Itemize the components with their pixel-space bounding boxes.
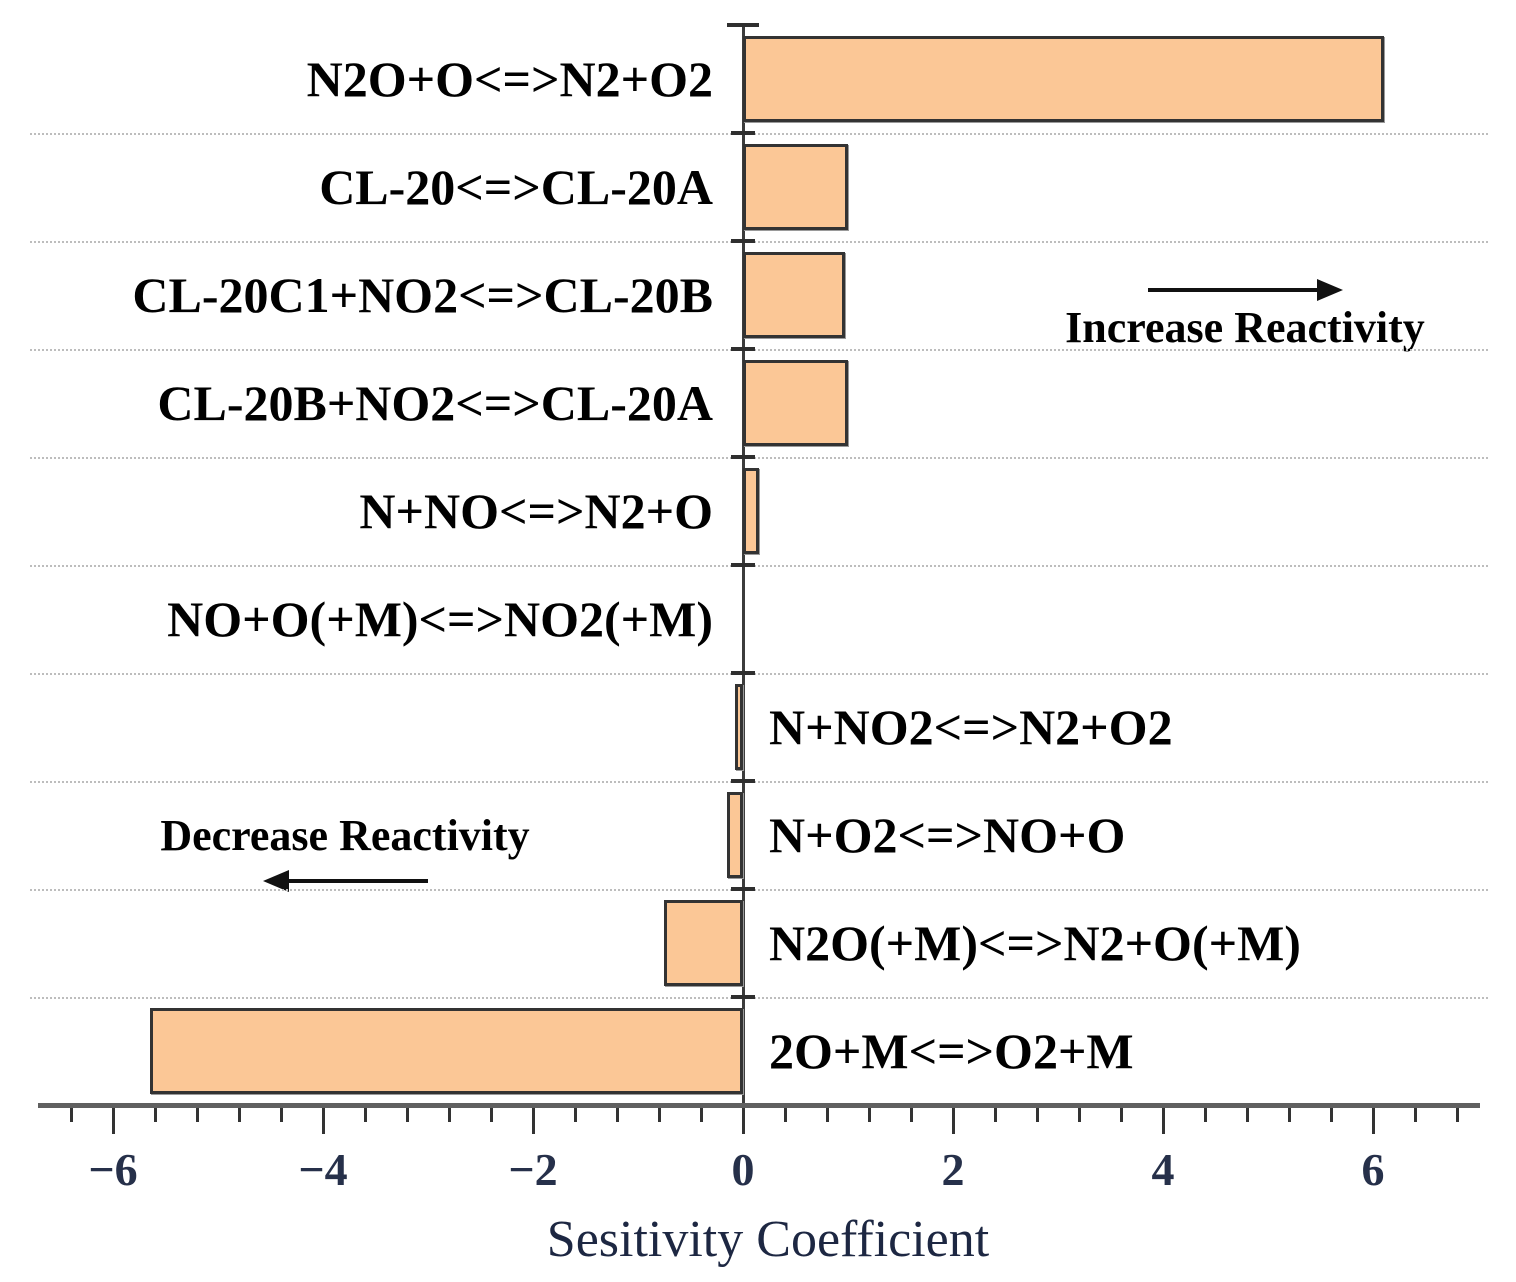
zero-axis-tick — [731, 347, 755, 351]
right-arrow-icon — [1147, 278, 1343, 302]
left-arrow-icon — [262, 869, 428, 893]
x-minor-tick — [1036, 1108, 1039, 1122]
reaction-label: NO+O(+M)<=>NO2(+M) — [167, 591, 713, 647]
x-minor-tick — [868, 1108, 871, 1122]
reaction-label: N+NO2<=>N2+O2 — [769, 699, 1173, 755]
x-minor-tick — [658, 1108, 661, 1122]
x-minor-tick — [1204, 1108, 1207, 1122]
x-minor-tick — [826, 1108, 829, 1122]
x-tick-label: −4 — [298, 1144, 348, 1195]
arrow-shaft — [1147, 288, 1319, 292]
x-minor-tick — [1246, 1108, 1249, 1122]
x-minor-tick — [364, 1108, 367, 1122]
x-axis-title: Sesitivity Coefficient — [546, 1211, 990, 1268]
x-minor-tick — [448, 1108, 451, 1122]
gridline — [30, 565, 1488, 567]
reaction-label: N2O+O<=>N2+O2 — [306, 51, 713, 107]
x-minor-tick — [784, 1108, 787, 1122]
x-minor-tick — [196, 1108, 199, 1122]
x-minor-tick — [1456, 1108, 1459, 1122]
x-major-tick — [532, 1108, 535, 1134]
x-tick-label: −2 — [508, 1144, 558, 1195]
x-tick-label: 0 — [731, 1144, 755, 1195]
gridline — [30, 997, 1488, 999]
x-minor-tick — [406, 1108, 409, 1122]
x-minor-tick — [1414, 1108, 1417, 1122]
x-minor-tick — [238, 1108, 241, 1122]
bar-10 — [150, 1008, 743, 1094]
x-minor-tick — [910, 1108, 913, 1122]
zero-axis-tick — [731, 563, 755, 567]
bar-4 — [743, 360, 848, 446]
x-minor-tick — [574, 1108, 577, 1122]
zero-axis-tick — [727, 23, 759, 27]
x-minor-tick — [1078, 1108, 1081, 1122]
x-minor-tick — [994, 1108, 997, 1122]
x-minor-tick — [1288, 1108, 1291, 1122]
reaction-label: CL-20C1+NO2<=>CL-20B — [132, 267, 713, 323]
x-tick-label: 2 — [941, 1144, 965, 1195]
gridline — [30, 457, 1488, 459]
x-minor-tick — [154, 1108, 157, 1122]
gridline — [30, 889, 1488, 891]
x-axis-line — [38, 1103, 1480, 1108]
decrease-reactivity-label: Decrease Reactivity — [160, 811, 530, 860]
arrow-head — [262, 870, 289, 892]
x-minor-tick — [700, 1108, 703, 1122]
reaction-label: N2O(+M)<=>N2+O(+M) — [769, 915, 1301, 971]
arrow-head — [1316, 279, 1343, 301]
zero-axis-tick — [731, 131, 755, 135]
increase-reactivity-annotation: Increase Reactivity — [1035, 278, 1455, 353]
reaction-label: 2O+M<=>O2+M — [769, 1023, 1134, 1079]
x-major-tick — [1372, 1108, 1375, 1134]
x-minor-tick — [70, 1108, 73, 1122]
zero-axis-tick — [731, 995, 755, 999]
bar-2 — [743, 144, 848, 230]
x-major-tick — [742, 1108, 745, 1134]
x-minor-tick — [1330, 1108, 1333, 1122]
zero-axis-tick — [731, 887, 755, 891]
x-major-tick — [112, 1108, 115, 1134]
bar-8 — [727, 792, 743, 878]
increase-reactivity-label: Increase Reactivity — [1065, 303, 1425, 352]
zero-axis-tick — [731, 455, 755, 459]
gridline — [30, 673, 1488, 675]
bar-7 — [735, 684, 743, 770]
zero-axis-tick — [731, 671, 755, 675]
x-tick-label: −6 — [88, 1144, 138, 1195]
bar-3 — [743, 252, 845, 338]
bar-1 — [743, 36, 1384, 122]
reaction-label: CL-20<=>CL-20A — [319, 159, 713, 215]
reaction-label: N+O2<=>NO+O — [769, 807, 1126, 863]
gridline — [30, 241, 1488, 243]
gridline — [30, 781, 1488, 783]
x-major-tick — [952, 1108, 955, 1134]
gridline — [30, 133, 1488, 135]
reaction-label: N+NO<=>N2+O — [359, 483, 713, 539]
x-minor-tick — [280, 1108, 283, 1122]
bar-9 — [664, 900, 743, 986]
x-tick-label: 6 — [1361, 1144, 1385, 1195]
bar-5 — [743, 468, 759, 554]
x-minor-tick — [490, 1108, 493, 1122]
zero-axis-tick — [731, 239, 755, 243]
x-tick-label: 4 — [1151, 1144, 1175, 1195]
zero-axis-tick — [731, 779, 755, 783]
x-minor-tick — [1120, 1108, 1123, 1122]
reaction-label: CL-20B+NO2<=>CL-20A — [157, 375, 713, 431]
x-major-tick — [1162, 1108, 1165, 1134]
x-minor-tick — [616, 1108, 619, 1122]
gridline — [30, 349, 1488, 351]
x-major-tick — [322, 1108, 325, 1134]
decrease-reactivity-annotation: Decrease Reactivity — [128, 810, 562, 893]
arrow-shaft — [286, 879, 428, 883]
